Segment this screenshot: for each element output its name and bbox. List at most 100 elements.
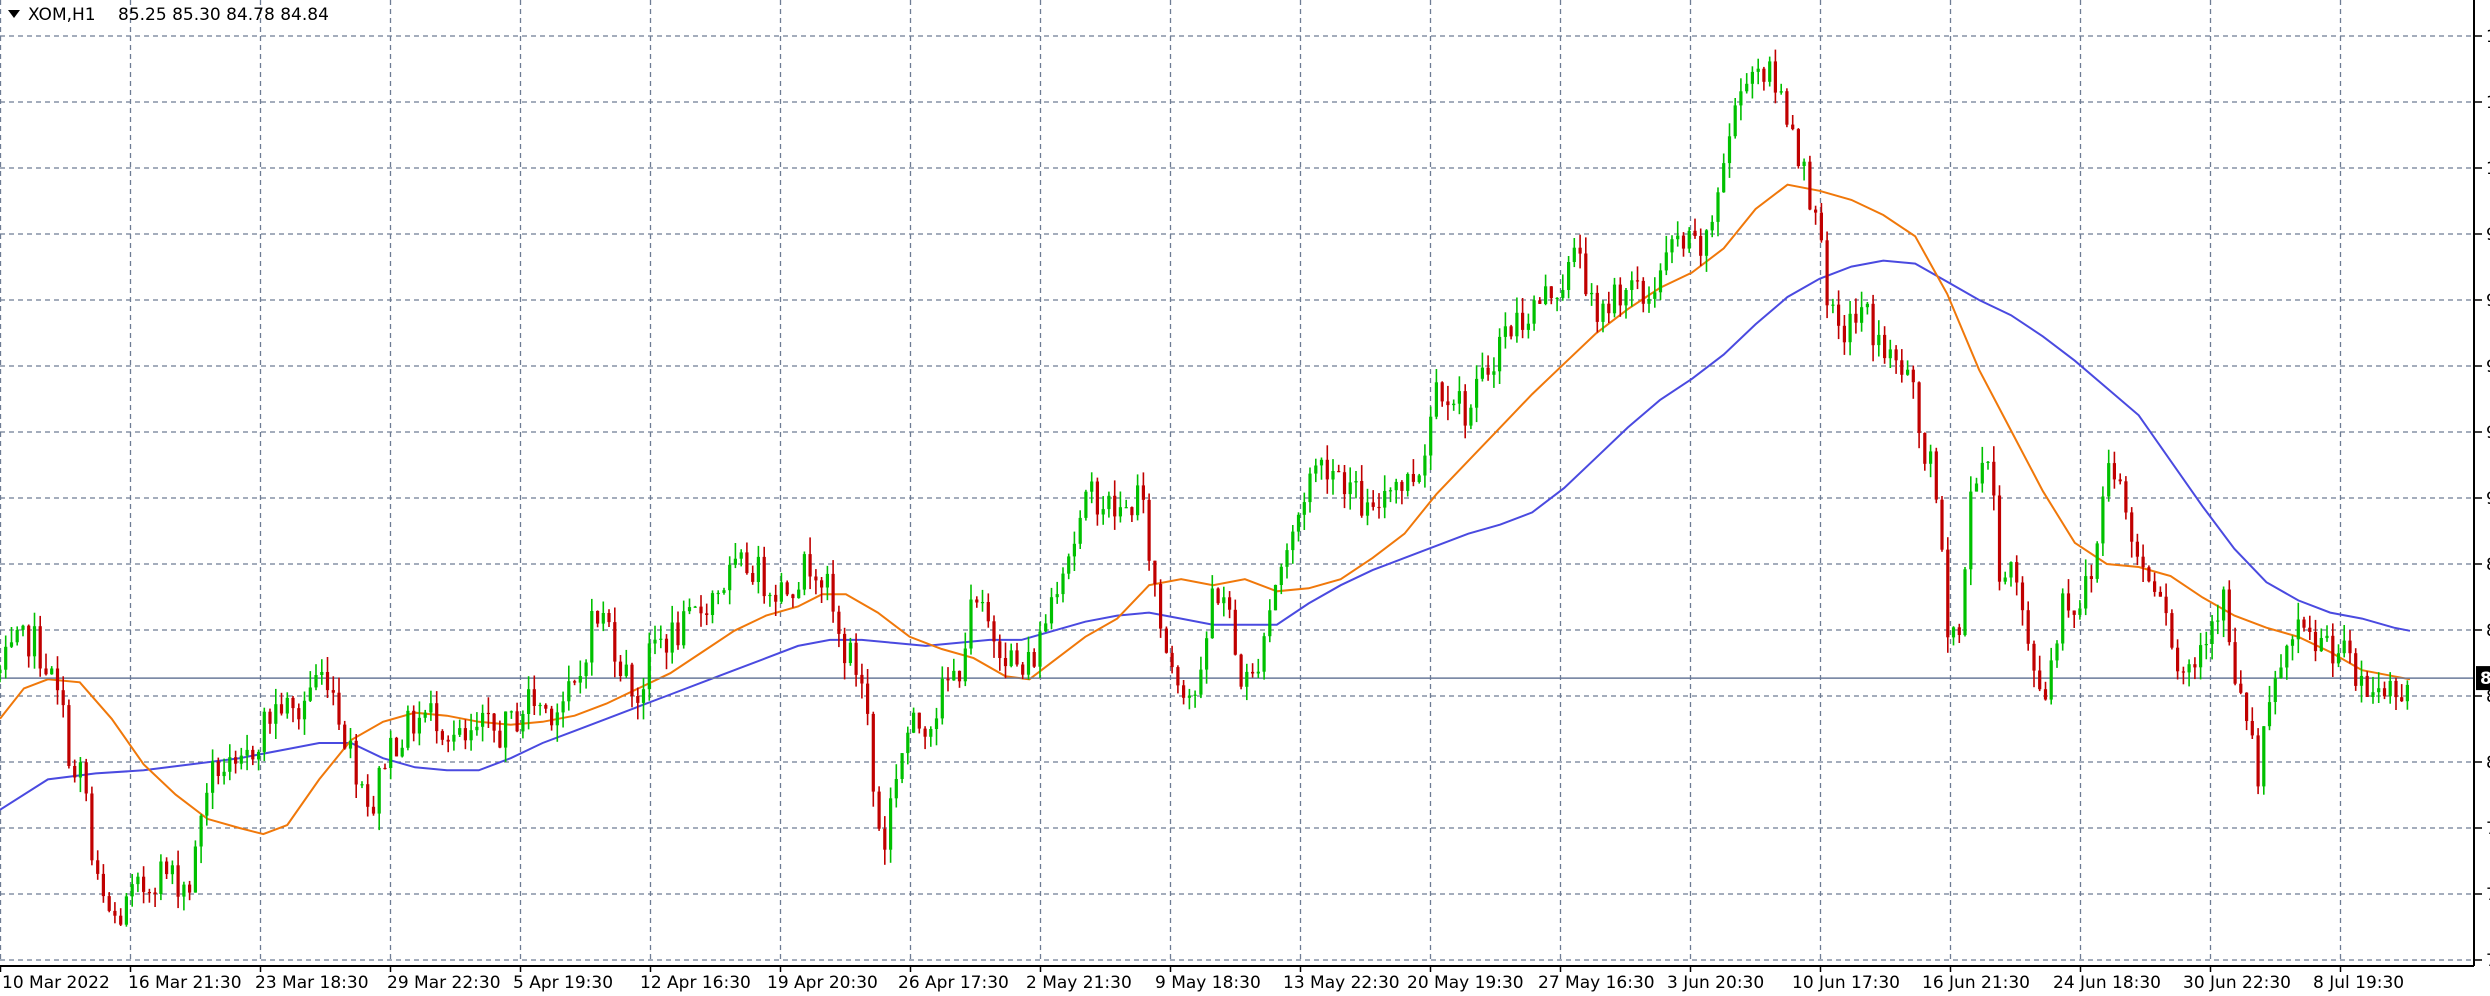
candle-body-bull: [1676, 235, 1680, 240]
candle-body-bull: [1630, 280, 1634, 290]
candle-body-bull: [1222, 597, 1226, 604]
candle-body-bull: [1716, 192, 1720, 222]
y-tick-label: 106.00: [2486, 27, 2490, 47]
candle-body-bull: [2095, 543, 2099, 579]
candle-body-bull: [894, 779, 898, 799]
candle-body-bear: [1618, 284, 1622, 306]
candle-body-bull: [1526, 323, 1530, 330]
candle-body-bear: [2164, 596, 2168, 614]
candle-body-bear: [1164, 628, 1168, 653]
chevron-down-icon[interactable]: [8, 10, 20, 18]
candle-body-bear: [463, 728, 467, 741]
candle-body-bear: [331, 690, 335, 693]
candle-body-bear: [1251, 671, 1255, 674]
candle-body-bear: [2308, 627, 2312, 632]
candle-body-bear: [1854, 313, 1858, 323]
candle-body-bear: [1814, 209, 1818, 213]
price-axis-labels: 106.00 103.85 101.65 99.50 97.30 95.15 92.95 90…: [2474, 27, 2490, 971]
candle-body-bear: [2066, 593, 2071, 611]
candle-body-bull: [900, 753, 904, 779]
candle-body-bull: [802, 554, 806, 590]
candle-body-bull: [1670, 239, 1674, 253]
candle-body-bear: [1147, 499, 1151, 561]
candle-body-bear: [2135, 541, 2139, 557]
candle-body-bear: [1842, 325, 1846, 343]
candle-body-bull: [1624, 290, 1628, 306]
candle-body-bull: [50, 668, 54, 675]
x-tick-label: 26 Apr 17:30: [898, 973, 1009, 993]
y-tick-label: 95.15: [2486, 357, 2490, 377]
candle-body-bull: [1193, 694, 1197, 696]
candle-body-bear: [992, 621, 996, 642]
candle-body-bull: [733, 558, 737, 565]
candle-body-bull: [567, 681, 571, 702]
candle-body-bull: [1612, 284, 1617, 314]
candle-body-bull: [21, 625, 25, 630]
candle-body-bear: [2250, 721, 2254, 736]
candle-body-bear: [550, 708, 554, 726]
candle-body-bull: [687, 607, 692, 612]
y-tick-label: 86.45: [2486, 621, 2490, 641]
candle-body-bull: [1664, 252, 1668, 271]
x-tick-label: 20 May 19:30: [1407, 973, 1524, 993]
candle-body-bear: [492, 713, 496, 731]
candle-body-bear: [1228, 597, 1232, 610]
candle-body-bear: [699, 606, 703, 614]
candle-body-bull: [1951, 627, 1956, 638]
candle-body-bull: [1727, 136, 1732, 164]
candle-body-bull: [756, 556, 760, 582]
candle-body-bull: [417, 717, 421, 734]
candle-body-bear: [814, 576, 818, 581]
candle-body-bull: [1561, 290, 1565, 298]
candle-body-bull: [2290, 639, 2295, 646]
candle-body-bull: [2325, 635, 2329, 639]
candle-body-bull: [124, 896, 128, 925]
chart-header: XOM,H1 85.25 85.30 84.78 84.84: [8, 5, 329, 25]
candle-body-bear: [119, 915, 123, 925]
candle-body-bull: [389, 737, 393, 768]
candle-body-bull: [2204, 644, 2208, 646]
candle-body-bull: [1739, 91, 1743, 106]
candle-body-bull: [9, 642, 14, 647]
candle-body-bear: [843, 633, 847, 664]
candle-body-bear: [101, 873, 105, 897]
candle-body-bull: [1555, 297, 1559, 300]
candle-body-bull: [1256, 671, 1260, 674]
candle-body-bear: [2239, 683, 2243, 693]
candle-body-bear: [383, 767, 387, 770]
candle-body-bull: [1492, 371, 1496, 375]
candle-body-bear: [866, 683, 870, 714]
candle-body-bull: [1745, 83, 1749, 92]
candle-body-bear: [1337, 471, 1341, 473]
candle-body-bear: [1170, 652, 1174, 668]
candle-body-bull: [2061, 593, 2065, 644]
candle-body-bull: [1101, 509, 1105, 515]
candle-body-bear: [2032, 643, 2036, 671]
candle-body-bull: [716, 592, 720, 595]
candle-body-bull: [0, 669, 2, 674]
candle-body-bull: [452, 734, 456, 742]
candle-body-bull: [1331, 471, 1335, 480]
chart-grid: [0, 0, 2474, 961]
candle-body-bull: [1515, 312, 1519, 337]
candle-body-bull: [963, 648, 967, 682]
candle-body-bear: [774, 594, 778, 602]
candle-body-bear: [90, 793, 94, 861]
candle-body-bear: [1825, 240, 1829, 306]
candle-body-bull: [561, 701, 565, 713]
candle-body-bull: [1779, 91, 1783, 93]
candle-body-bear: [636, 696, 640, 703]
x-tick-label: 30 Jun 22:30: [2183, 973, 2291, 993]
candle-body-bear: [1992, 461, 1996, 496]
candle-body-bear: [1635, 280, 1640, 282]
candle-body-bear: [1957, 627, 1961, 635]
candle-body-bear: [1360, 481, 1364, 516]
candle-body-bear: [113, 910, 117, 916]
candle-body-bull: [2262, 726, 2266, 787]
candle-body-bear: [1130, 507, 1134, 516]
candle-body-bear: [1934, 451, 1938, 500]
y-tick-label: 75.55: [2486, 951, 2490, 971]
y-tick-label: 84.25: [2486, 687, 2490, 707]
candle-body-bear: [1641, 280, 1645, 304]
